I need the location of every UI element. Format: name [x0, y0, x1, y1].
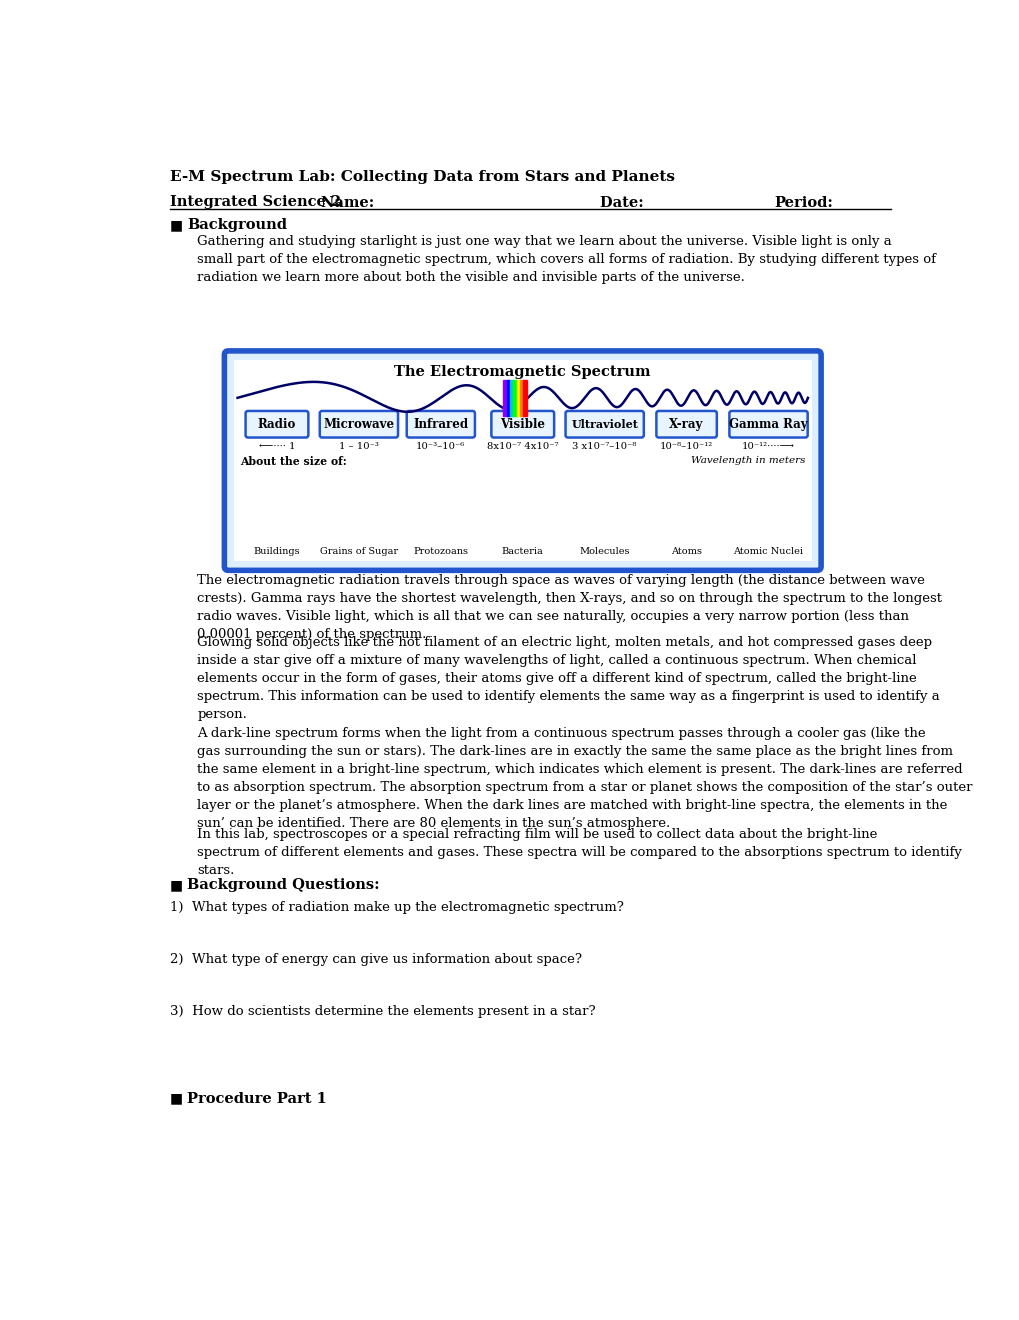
- Text: ■: ■: [170, 1092, 183, 1106]
- Text: 8x10⁻⁷ 4x10⁻⁷: 8x10⁻⁷ 4x10⁻⁷: [486, 442, 558, 451]
- Text: 10⁻¹²····⟶: 10⁻¹²····⟶: [741, 442, 794, 451]
- Text: Procedure Part 1: Procedure Part 1: [187, 1092, 327, 1106]
- Text: 1)  What types of radiation make up the electromagnetic spectrum?: 1) What types of radiation make up the e…: [170, 902, 624, 915]
- Text: Glowing solid objects like the hot filament of an electric light, molten metals,: Glowing solid objects like the hot filam…: [197, 636, 940, 721]
- FancyBboxPatch shape: [319, 411, 397, 437]
- Text: 10⁻³–10⁻⁶: 10⁻³–10⁻⁶: [416, 442, 465, 451]
- FancyBboxPatch shape: [246, 411, 308, 437]
- Text: Integrated Science 2: Integrated Science 2: [170, 195, 341, 210]
- Text: 1 – 10⁻³: 1 – 10⁻³: [338, 442, 378, 451]
- Text: A dark-line spectrum forms when the light from a continuous spectrum passes thro: A dark-line spectrum forms when the ligh…: [197, 726, 972, 830]
- Text: ■: ■: [170, 878, 183, 892]
- FancyBboxPatch shape: [233, 360, 811, 561]
- Text: Background Questions:: Background Questions:: [187, 878, 379, 892]
- Text: X-ray: X-ray: [668, 417, 703, 430]
- Text: ⟵···· 1: ⟵···· 1: [259, 442, 294, 451]
- FancyBboxPatch shape: [224, 351, 820, 570]
- Text: Molecules: Molecules: [579, 548, 630, 557]
- Text: 2)  What type of energy can give us information about space?: 2) What type of energy can give us infor…: [170, 953, 582, 966]
- Text: Radio: Radio: [258, 417, 296, 430]
- Text: 10⁻⁸–10⁻¹²: 10⁻⁸–10⁻¹²: [659, 442, 712, 451]
- Bar: [513, 380, 517, 416]
- Text: Grains of Sugar: Grains of Sugar: [320, 548, 397, 557]
- Text: ■: ■: [170, 219, 183, 232]
- Text: Infrared: Infrared: [413, 417, 468, 430]
- Text: The electromagnetic radiation travels through space as waves of varying length (: The electromagnetic radiation travels th…: [197, 574, 942, 642]
- FancyBboxPatch shape: [407, 411, 475, 437]
- Text: Gathering and studying starlight is just one way that we learn about the univers: Gathering and studying starlight is just…: [197, 235, 935, 284]
- Text: In this lab, spectroscopes or a special refracting film will be used to collect : In this lab, spectroscopes or a special …: [197, 829, 961, 878]
- Text: Date: _______________: Date: _______________: [599, 195, 759, 210]
- Text: 3)  How do scientists determine the elements present in a star?: 3) How do scientists determine the eleme…: [170, 1006, 595, 1019]
- Bar: [510, 380, 514, 416]
- Text: Background: Background: [187, 219, 287, 232]
- Bar: [520, 380, 523, 416]
- Text: Gamma Ray: Gamma Ray: [729, 417, 807, 430]
- Text: About the size of:: About the size of:: [239, 455, 346, 467]
- Bar: [523, 380, 527, 416]
- Text: Name: ___________________________: Name: ___________________________: [321, 195, 578, 210]
- Text: Microwave: Microwave: [323, 417, 394, 430]
- Text: Atoms: Atoms: [671, 548, 701, 557]
- FancyBboxPatch shape: [491, 411, 553, 437]
- Text: The Electromagnetic Spectrum: The Electromagnetic Spectrum: [394, 364, 650, 379]
- Text: Protozoans: Protozoans: [413, 548, 468, 557]
- Bar: [517, 380, 520, 416]
- FancyBboxPatch shape: [729, 411, 807, 437]
- Text: Atomic Nuclei: Atomic Nuclei: [733, 548, 803, 557]
- Text: Wavelength in meters: Wavelength in meters: [691, 455, 805, 465]
- Text: Visible: Visible: [499, 417, 545, 430]
- Bar: [506, 380, 510, 416]
- Text: Buildings: Buildings: [254, 548, 300, 557]
- Bar: [503, 380, 506, 416]
- Text: 3 x10⁻⁷–10⁻⁸: 3 x10⁻⁷–10⁻⁸: [572, 442, 636, 451]
- Text: Ultraviolet: Ultraviolet: [571, 418, 638, 429]
- Text: E-M Spectrum Lab: Collecting Data from Stars and Planets: E-M Spectrum Lab: Collecting Data from S…: [170, 170, 675, 183]
- FancyBboxPatch shape: [565, 411, 643, 437]
- Text: Bacteria: Bacteria: [501, 548, 543, 557]
- Text: Period:_____: Period:_____: [773, 195, 869, 210]
- FancyBboxPatch shape: [656, 411, 716, 437]
